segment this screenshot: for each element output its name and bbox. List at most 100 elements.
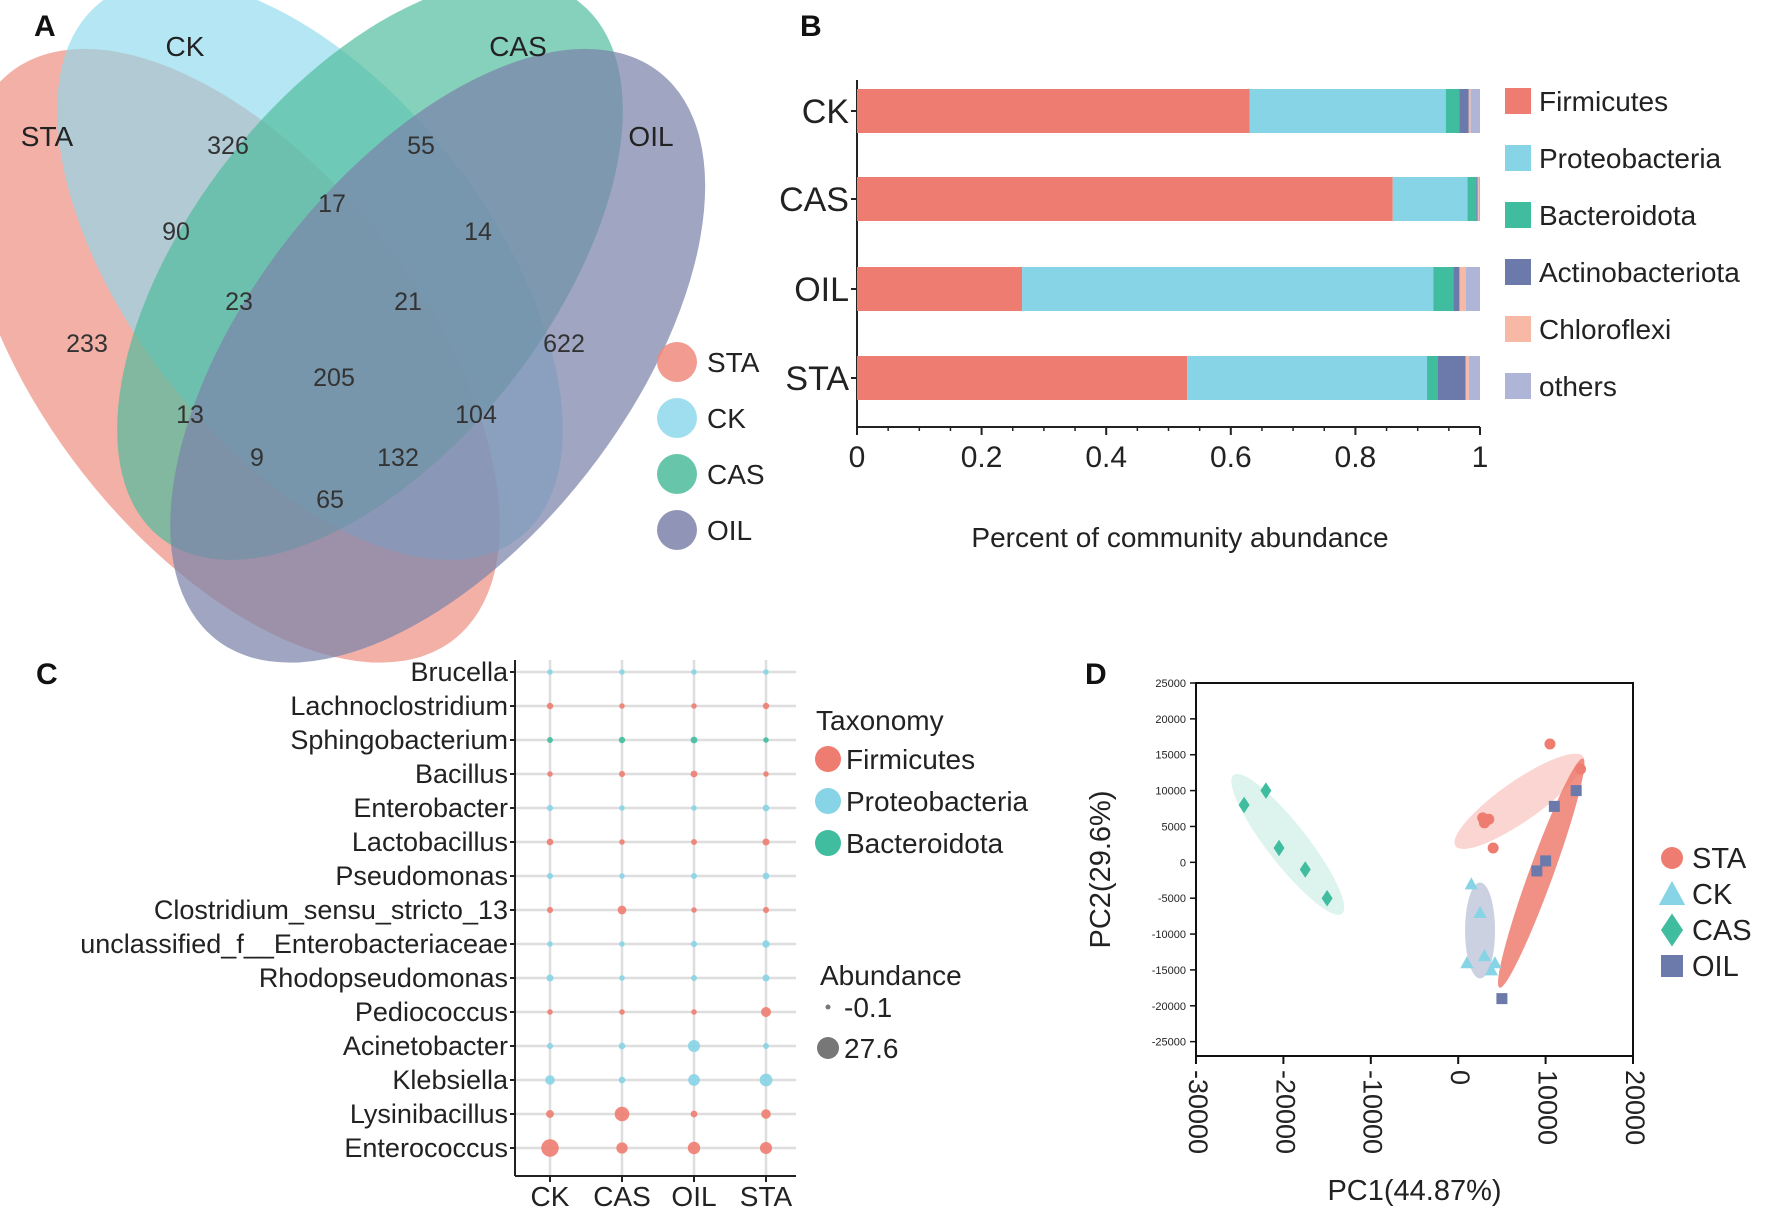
b-bar-segment (857, 177, 1393, 221)
c-y-category-label: Acinetobacter (343, 1031, 508, 1061)
d-point (1570, 785, 1582, 797)
b-x-tick-label: 0.8 (1335, 441, 1377, 474)
c-bubble (761, 1109, 771, 1119)
c-y-category-label: Pediococcus (355, 997, 508, 1027)
d-x-tick-label: -30000 (1183, 1070, 1213, 1154)
c-bubble (614, 1106, 630, 1122)
venn-legend: STA CK CAS OIL (657, 342, 765, 550)
c-bubble (691, 703, 697, 709)
d-x-tick-label: 20000 (1620, 1070, 1650, 1145)
d-point (1544, 738, 1556, 750)
d-point (1531, 865, 1543, 877)
venn-region-value: 23 (225, 288, 253, 316)
d-legend-marker (1661, 847, 1683, 869)
b-bar-segment (1433, 267, 1454, 311)
b-bar-segment (1465, 267, 1480, 311)
c-legend-title-abundance: Abundance (820, 960, 962, 991)
d-legend-label: OIL (1692, 951, 1739, 983)
d-point (1299, 861, 1311, 878)
venn-legend-label-sta: STA (707, 347, 760, 378)
b-bar-segment (1465, 356, 1469, 400)
panel-a-label: A (34, 10, 56, 43)
venn-region-value: 14 (464, 218, 492, 246)
c-bubble (759, 1073, 773, 1087)
c-bubble (547, 737, 553, 743)
d-x-tick-label: 0 (1445, 1070, 1475, 1085)
d-point (1273, 839, 1285, 857)
d-point (1496, 993, 1508, 1005)
b-bar-segment (1427, 356, 1438, 400)
c-y-category-label: Sphingobacterium (290, 725, 508, 755)
b-x-tick-label: 0 (849, 441, 866, 474)
b-bar-segment (1476, 177, 1478, 221)
d-y-tick-label: 25000 (1155, 678, 1186, 690)
c-bubble (618, 1042, 626, 1050)
b-bar-segment (1459, 89, 1469, 133)
venn-region-value: 233 (66, 330, 108, 358)
venn-ellipses (0, 0, 706, 663)
c-bubble (617, 905, 627, 915)
b-bar-segment (857, 356, 1188, 400)
c-x-category-label: CK (531, 1181, 570, 1212)
venn-diagram: STA CK CAS OIL 233 326 55 622 90 17 14 2… (0, 0, 765, 663)
d-point (1238, 796, 1250, 814)
c-bubble (546, 1042, 554, 1050)
venn-set-label-sta: STA (21, 121, 74, 152)
c-x-category-label: OIL (671, 1181, 716, 1212)
c-bubble (619, 1009, 625, 1015)
b-bar-segment (857, 89, 1250, 133)
c-bubble (546, 872, 554, 880)
d-y-tick-label: -20000 (1152, 1001, 1186, 1013)
c-y-category-label: Rhodopseudomonas (259, 963, 508, 993)
b-legend-label: Actinobacteriota (1539, 257, 1740, 288)
c-size-legend-label-min: -0.1 (844, 992, 892, 1023)
b-legend-swatch (1505, 373, 1531, 399)
b-legend-label: Chloroflexi (1539, 314, 1671, 345)
d-point (1487, 842, 1499, 854)
c-x-category-label: CAS (593, 1181, 651, 1212)
b-bar-segment (1445, 89, 1460, 133)
c-bubble (687, 1039, 701, 1053)
c-legend-swatch (815, 746, 841, 772)
c-y-category-label: Pseudomonas (335, 861, 508, 891)
d-legend-marker (1661, 955, 1683, 977)
c-bubble (763, 737, 769, 743)
venn-region-value: 104 (455, 401, 497, 429)
venn-region-value: 205 (313, 364, 355, 392)
c-bubble (546, 974, 554, 982)
venn-region-value: 65 (316, 486, 344, 514)
d-y-tick-label: 5000 (1162, 821, 1186, 833)
c-bubble (546, 1110, 554, 1118)
venn-set-label-oil: OIL (628, 121, 673, 152)
b-bar-segment (857, 267, 1023, 311)
c-bubble (762, 804, 770, 812)
c-bubble (546, 906, 554, 914)
c-bubble (763, 771, 769, 777)
d-point (1484, 963, 1499, 976)
d-legend-label: STA (1692, 843, 1747, 875)
c-legend-swatch (815, 788, 841, 814)
venn-legend-swatch-oil (657, 510, 697, 550)
b-legend-label: Firmicutes (1539, 86, 1668, 117)
c-bubble (688, 1074, 700, 1086)
venn-region-value: 17 (318, 190, 346, 218)
c-legend-label: Firmicutes (846, 744, 975, 775)
c-bubble (547, 669, 553, 675)
d-point (1460, 956, 1474, 969)
c-bubble (619, 805, 625, 811)
b-bar-segment (1459, 267, 1466, 311)
b-bar-segment (1022, 267, 1434, 311)
c-size-legend-small (825, 1004, 831, 1010)
panel-c-label: C (36, 658, 58, 691)
d-y-axis-label: PC2(29.6%) (1085, 791, 1117, 949)
b-category-label: CK (802, 93, 850, 131)
d-point (1488, 956, 1502, 969)
venn-region-value: 9 (250, 444, 264, 472)
b-legend-label: Proteobacteria (1539, 143, 1722, 174)
c-bubble (762, 940, 770, 948)
c-bubble (691, 839, 697, 845)
c-bubble (619, 975, 625, 981)
venn-region-value: 21 (394, 288, 422, 316)
b-bar-segment (1477, 177, 1479, 221)
b-bar-segment (1437, 356, 1466, 400)
